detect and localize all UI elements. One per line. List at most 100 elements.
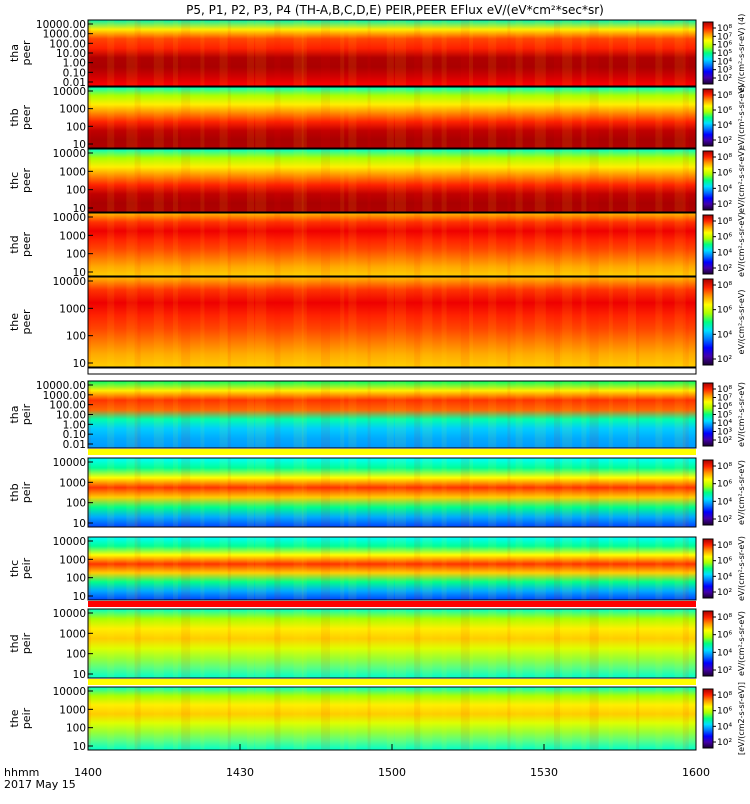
ytick-label: 10000 <box>53 212 86 224</box>
spectrogram-texture <box>227 20 231 86</box>
spectrogram-texture <box>422 381 433 448</box>
ytick-label: 1000.00 <box>43 390 86 402</box>
spectrogram-texture <box>460 458 470 527</box>
spectrogram-texture <box>422 537 433 600</box>
spectrogram-texture <box>340 87 345 148</box>
spectrogram-texture <box>107 537 115 600</box>
spectrogram-texture <box>628 687 636 750</box>
spectrogram-texture <box>628 277 636 367</box>
panel-thc-peer: thc peer 10000 1000 100 10 10⁸ 10⁶ 10⁴ 10² eV/(cm²… <box>8 148 746 215</box>
spectrogram-texture <box>655 687 663 750</box>
ytick-label: 10000 <box>53 276 86 288</box>
spectrogram-texture <box>126 609 138 678</box>
spectrogram-texture <box>200 87 205 148</box>
spectrogram-texture <box>414 381 421 448</box>
spectrogram-texture <box>348 20 357 86</box>
spectrogram-texture <box>460 381 470 448</box>
panel-frame <box>87 457 697 528</box>
panel-tha-peir: tha peir10000.001000.00100.0010.001.000.1… <box>8 380 746 451</box>
panel-ylabel-probe: the <box>8 313 21 331</box>
spectrogram-texture <box>107 609 115 678</box>
ytick-label: 100 <box>66 573 86 585</box>
panel-ylabel-instrument: peir <box>20 403 33 425</box>
spectrogram-texture <box>469 213 473 276</box>
spectrogram-texture <box>88 609 91 678</box>
spectrogram-texture <box>674 381 686 448</box>
colorbar-tick-label: 10⁸ <box>717 691 732 701</box>
spectrogram-texture <box>441 20 447 86</box>
spectrogram-texture <box>414 149 421 212</box>
panel-ylabel-probe: thb <box>8 108 21 126</box>
panel-thc-peir: thc peir 10000 1000 100 10 10⁸ 10⁶ 10⁴ 10² eV/(cm²… <box>8 536 746 603</box>
spectrogram-texture <box>348 87 357 148</box>
spectrogram-texture <box>247 20 254 86</box>
spectrogram-texture <box>414 687 421 750</box>
spectrogram-texture <box>247 609 254 678</box>
spectrogram-texture <box>608 87 613 148</box>
colorbar-tick-label: 10⁸ <box>717 281 732 291</box>
spectrogram-texture <box>581 537 587 600</box>
spectrogram-texture <box>608 381 613 448</box>
spectrogram-texture <box>340 458 345 527</box>
spectrogram-thd-peir <box>88 609 696 678</box>
spectrogram-texture <box>581 213 587 276</box>
colorbar-tick-label: 10² <box>717 588 732 598</box>
spectrogram-texture <box>219 458 228 527</box>
spectrogram-texture <box>554 458 560 527</box>
spectrogram-texture <box>441 149 447 212</box>
ytick-label: 0.01 <box>63 439 86 451</box>
spectrogram-texture <box>441 687 447 750</box>
spectrogram-texture <box>422 609 433 678</box>
colorbar-tick-label: 10⁶ <box>717 480 732 490</box>
spectrogram-texture <box>88 458 91 527</box>
spectrogram-texture <box>181 381 191 448</box>
spectrogram-texture <box>441 277 447 367</box>
spectrogram-texture <box>655 149 663 212</box>
spectrogram-texture <box>395 20 406 86</box>
colorbar-tick-label: 10⁵ <box>717 411 732 421</box>
panel-thb-peir: thb peir 10000 1000 100 10 10⁸ 10⁶ 10⁴ 10² eV/(cm²… <box>8 457 746 530</box>
ytick-label: 10 <box>73 591 86 603</box>
spectrogram-texture <box>219 213 228 276</box>
spectrogram-texture <box>554 609 560 678</box>
spectrogram-texture <box>469 537 473 600</box>
spectrogram-texture <box>460 20 470 86</box>
spectrogram-texture <box>181 609 191 678</box>
panel-ylabel-probe: thd <box>8 634 21 652</box>
spectrogram-texture <box>515 213 523 276</box>
colorbar-tick-label: 10² <box>717 355 732 365</box>
spectrogram-texture <box>469 458 473 527</box>
panel-frame <box>87 212 697 277</box>
colorbar-label: eV/(cm²-s-sr-eV) <box>737 212 746 277</box>
spectrogram-texture <box>107 458 115 527</box>
colorbar-tick-label: 10⁴ <box>717 121 732 131</box>
colorbar-thb-peir <box>702 459 714 526</box>
spectrogram-texture <box>554 213 560 276</box>
ytick-label: 10 <box>73 203 86 215</box>
panel-ylabel-instrument: peir <box>20 481 33 503</box>
spectrogram-texture <box>227 537 231 600</box>
spectrogram-texture <box>134 20 141 86</box>
colorbar-tick-label: 10³ <box>717 66 732 76</box>
ytick-label: 10000 <box>53 148 86 160</box>
panel-frame <box>87 148 697 213</box>
spectrogram-texture <box>655 277 663 367</box>
colorbar-tick-label: 10⁴ <box>717 572 732 582</box>
time-axis: 1400 1430 1500 1530 1600 <box>74 744 710 779</box>
spectrogram-texture <box>181 87 191 148</box>
spectrogram-texture <box>107 87 115 148</box>
spectrogram-texture <box>386 213 394 276</box>
spectrogram-texture <box>386 87 394 148</box>
spectrogram-texture <box>348 687 357 750</box>
spectrogram-the-peir <box>88 687 696 750</box>
spectrogram-texture <box>200 277 205 367</box>
ytick-label: 1000 <box>59 166 86 178</box>
spectrogram-texture <box>674 213 686 276</box>
spectrogram-texture <box>636 213 640 276</box>
panel-frame <box>87 608 697 679</box>
spectrogram-texture <box>422 687 433 750</box>
spectrogram-texture <box>227 87 231 148</box>
xtick-label: 1530 <box>530 766 558 779</box>
panel-ylabel-probe: the <box>8 709 21 727</box>
spectrogram-texture <box>682 149 689 212</box>
